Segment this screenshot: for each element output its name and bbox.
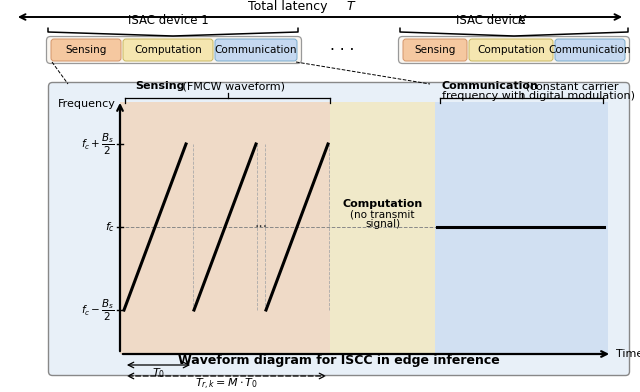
FancyBboxPatch shape <box>215 39 297 61</box>
FancyBboxPatch shape <box>403 39 467 61</box>
Text: Time: Time <box>616 349 640 359</box>
Text: $T_{r,k}=M\cdot T_0$: $T_{r,k}=M\cdot T_0$ <box>195 377 258 392</box>
Text: signal): signal) <box>365 219 400 229</box>
FancyBboxPatch shape <box>469 39 553 61</box>
Text: (no transmit: (no transmit <box>350 209 415 219</box>
Bar <box>435 102 608 354</box>
Text: · · ·: · · · <box>330 42 354 58</box>
FancyBboxPatch shape <box>555 39 625 61</box>
FancyBboxPatch shape <box>49 82 630 376</box>
Text: T: T <box>346 0 354 13</box>
FancyBboxPatch shape <box>399 36 630 64</box>
Text: $T_0$: $T_0$ <box>152 366 165 380</box>
Text: ···: ··· <box>255 220 268 234</box>
Text: Computation: Computation <box>342 199 422 209</box>
Text: Sensing: Sensing <box>135 81 184 91</box>
Text: frequency with digital modulation): frequency with digital modulation) <box>442 91 635 101</box>
Text: $f_c-\dfrac{B_s}{2}$: $f_c-\dfrac{B_s}{2}$ <box>81 298 115 323</box>
Text: (constant carrier: (constant carrier <box>522 81 618 91</box>
Text: Communication: Communication <box>215 45 297 55</box>
Text: Sensing: Sensing <box>65 45 107 55</box>
Text: Frequency: Frequency <box>58 99 116 109</box>
FancyBboxPatch shape <box>47 36 301 64</box>
Text: (FMCW waveform): (FMCW waveform) <box>179 81 285 91</box>
Text: Communication: Communication <box>442 81 539 91</box>
Text: ISAC device 1: ISAC device 1 <box>127 14 209 27</box>
Text: Total latency: Total latency <box>248 0 332 13</box>
Text: $f_c$: $f_c$ <box>105 220 115 234</box>
Text: Sensing: Sensing <box>414 45 456 55</box>
Text: Waveform diagram for ISCC in edge inference: Waveform diagram for ISCC in edge infere… <box>178 354 500 367</box>
Text: K: K <box>518 14 526 27</box>
FancyBboxPatch shape <box>123 39 213 61</box>
Text: ISAC device: ISAC device <box>456 14 530 27</box>
Text: Computation: Computation <box>477 45 545 55</box>
FancyBboxPatch shape <box>51 39 121 61</box>
Bar <box>330 102 435 354</box>
Text: Communication: Communication <box>548 45 631 55</box>
Bar <box>120 102 330 354</box>
Text: $f_c+\dfrac{B_s}{2}$: $f_c+\dfrac{B_s}{2}$ <box>81 131 115 156</box>
Text: Computation: Computation <box>134 45 202 55</box>
